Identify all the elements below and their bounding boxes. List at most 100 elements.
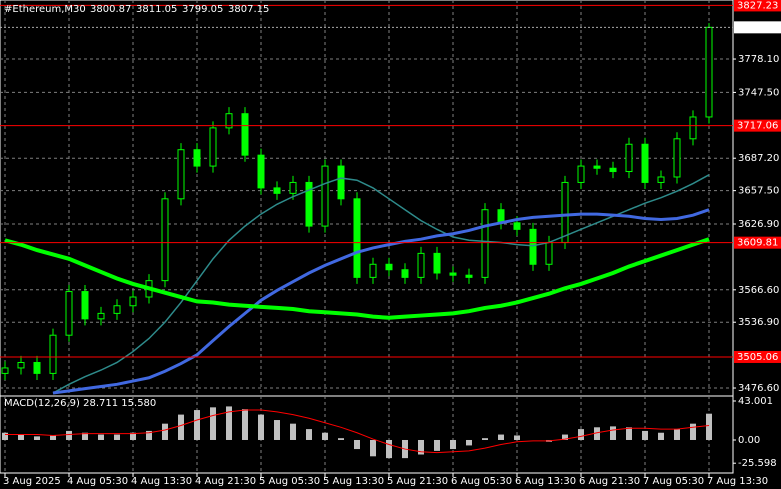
indicator-line	[5, 409, 710, 454]
x-tick-label: 5 Aug 05:30	[259, 476, 320, 487]
candle-body	[177, 149, 185, 200]
candle-body	[257, 154, 265, 189]
x-tick-label: 4 Aug 05:30	[67, 476, 128, 487]
candle-body	[673, 138, 681, 178]
candle-body	[49, 334, 57, 374]
indicator-line	[52, 174, 710, 394]
histogram-bar	[194, 410, 200, 440]
histogram-bar	[2, 432, 8, 440]
chart-title: #Ethereum,M30	[4, 4, 86, 15]
y-tick-label: 43.001	[738, 396, 773, 407]
histogram-bar	[306, 429, 312, 440]
histogram-bar	[578, 429, 584, 440]
candle-body	[353, 198, 361, 278]
x-tick-label: 7 Aug 05:30	[643, 476, 704, 487]
candle-body	[337, 165, 345, 200]
y-tick-label: -25.598	[738, 458, 777, 469]
candle-body	[97, 312, 105, 320]
level-label: 3505.06	[737, 352, 778, 363]
candle-body	[689, 116, 697, 140]
level-label-box	[734, 119, 781, 132]
candle-body	[641, 143, 649, 183]
candle-body	[433, 252, 441, 274]
candle-body	[561, 181, 569, 243]
candle-body	[113, 305, 121, 314]
plot-frame	[0, 0, 734, 474]
histogram-bar	[162, 423, 168, 440]
candle-body	[545, 241, 553, 265]
indicator-title: MACD(12,26,9) 28.711 15.580	[4, 398, 156, 409]
histogram-bar	[290, 423, 296, 440]
header-value: 3799.05	[182, 4, 223, 15]
candle-body	[465, 274, 473, 278]
candle-body	[81, 291, 89, 320]
x-tick-label: 6 Aug 05:30	[451, 476, 512, 487]
candle-body	[417, 252, 425, 278]
histogram-bar	[66, 430, 72, 440]
x-tick-label: 3 Aug 2025	[3, 476, 61, 487]
histogram-bar	[562, 434, 568, 440]
candle-body	[401, 269, 409, 278]
candle-body	[209, 127, 217, 167]
candle-body	[1, 367, 9, 374]
indicator-line	[4, 237, 710, 320]
histogram-bar	[242, 409, 248, 440]
histogram-bar	[18, 434, 24, 440]
y-tick-label: 3536.90	[738, 317, 779, 328]
candle-body	[33, 361, 41, 374]
level-label-box	[734, 350, 781, 363]
candle-body	[321, 165, 329, 227]
candle-body	[625, 143, 633, 173]
candle-body	[481, 209, 489, 278]
candle-body	[449, 272, 457, 276]
y-tick-label: 3476.60	[738, 383, 779, 394]
histogram-bar	[338, 438, 344, 440]
y-tick-label: 3566.60	[738, 285, 779, 296]
candle-body	[657, 176, 665, 183]
histogram-bar	[706, 413, 712, 440]
histogram-bar	[226, 406, 232, 440]
histogram-bar	[354, 439, 360, 450]
histogram-bar	[210, 407, 216, 440]
candle-body	[65, 291, 73, 336]
y-tick-label: 3626.90	[738, 219, 779, 230]
histogram-bar	[370, 439, 376, 457]
histogram-bar	[690, 423, 696, 440]
candle-body	[161, 198, 169, 282]
y-tick-label: 3687.20	[738, 153, 779, 164]
indicator-line	[52, 208, 710, 395]
histogram-bar	[418, 439, 424, 455]
last-price-box	[734, 21, 781, 34]
histogram-bar	[130, 432, 136, 440]
histogram-bar	[626, 427, 632, 440]
candle-body	[193, 149, 201, 167]
y-tick-label: 3657.50	[738, 186, 779, 197]
candle-body	[241, 113, 249, 156]
x-tick-label: 6 Aug 13:30	[515, 476, 576, 487]
histogram-bar	[82, 432, 88, 440]
x-tick-label: 5 Aug 21:30	[387, 476, 448, 487]
level-label: 3717.06	[737, 121, 778, 132]
candle-body	[17, 361, 25, 369]
x-tick-label: 4 Aug 21:30	[195, 476, 256, 487]
histogram-bar	[146, 430, 152, 440]
histogram-bar	[674, 429, 680, 440]
candle-body	[305, 181, 313, 227]
histogram-bar	[610, 426, 616, 440]
level-label-box	[734, 236, 781, 249]
level-label: 3827.23	[737, 0, 778, 11]
y-tick-label: 3747.50	[738, 87, 779, 98]
candle-body	[577, 165, 585, 183]
candle-body	[225, 113, 233, 129]
histogram-bar	[322, 432, 328, 440]
histogram-bar	[178, 414, 184, 440]
candle-body	[385, 263, 393, 271]
last-price-label: 3807.15	[737, 22, 778, 33]
histogram-bar	[658, 432, 664, 440]
header-value: 3800.87	[90, 4, 131, 15]
candle-body	[289, 181, 297, 194]
candle-body	[273, 187, 281, 194]
histogram-bar	[274, 420, 280, 440]
